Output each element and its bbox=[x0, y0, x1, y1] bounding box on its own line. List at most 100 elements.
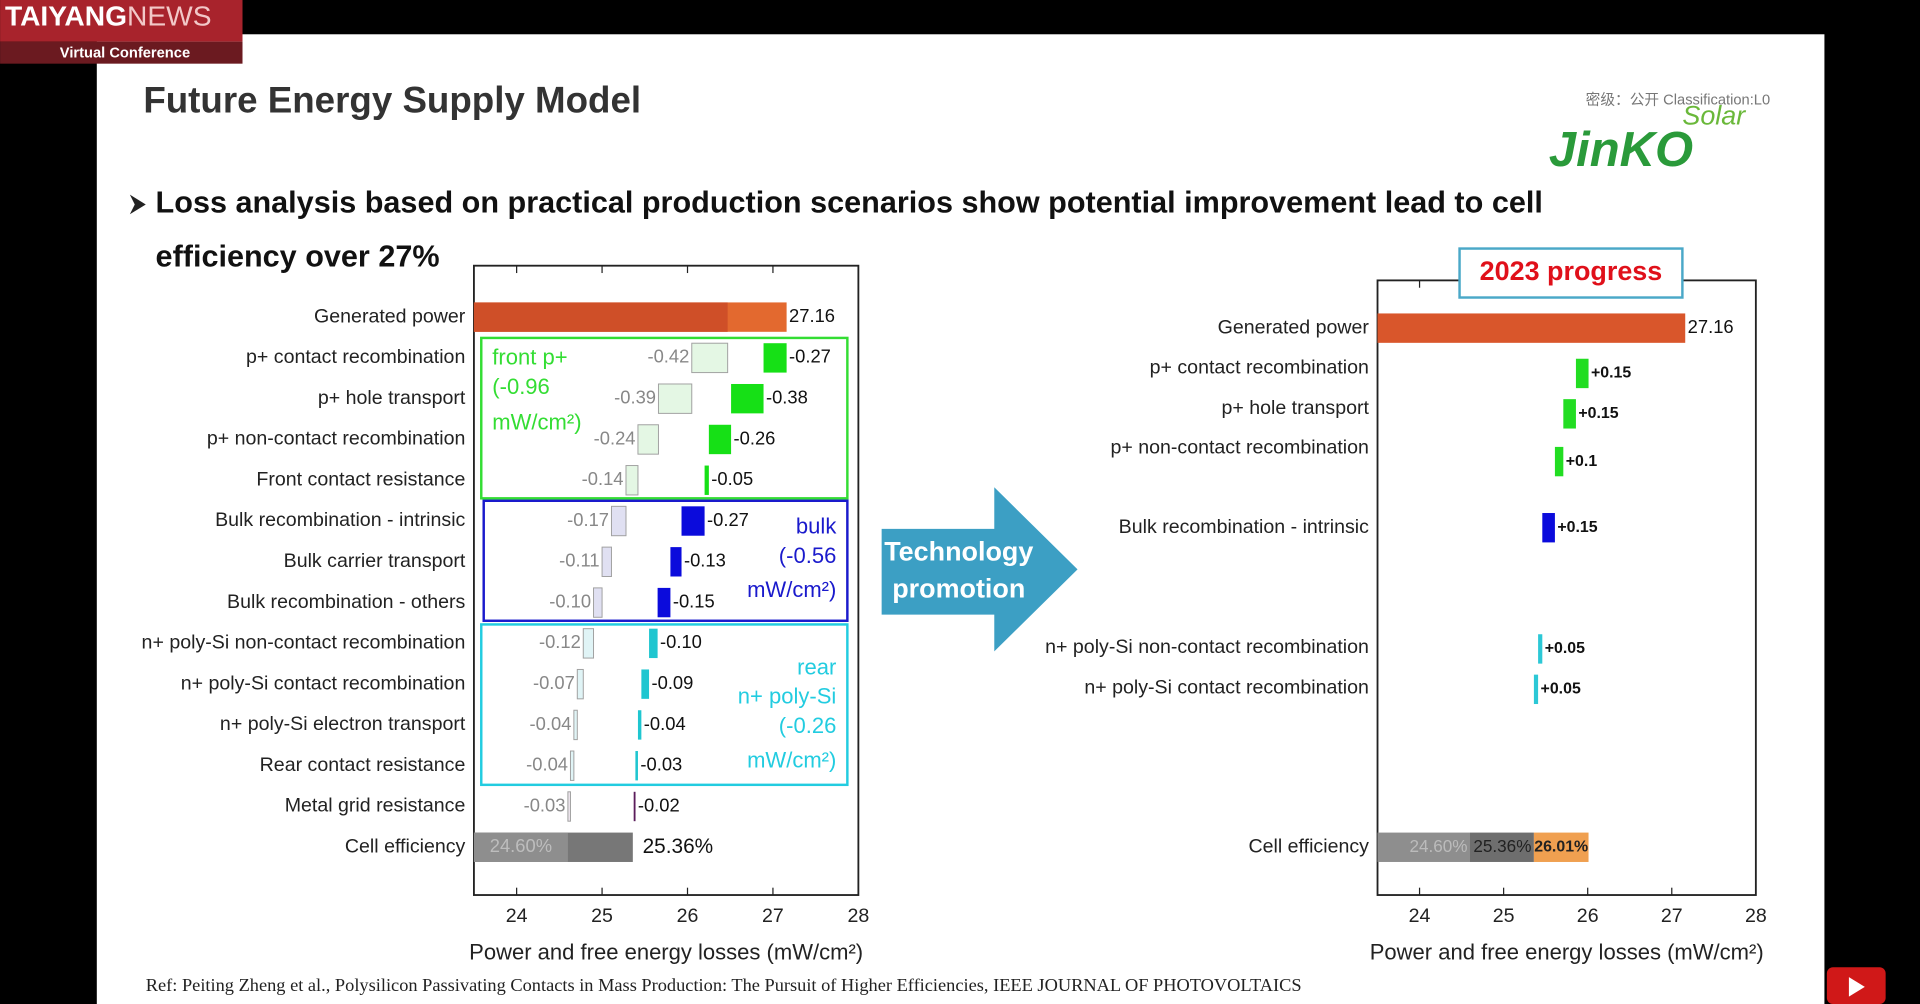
value-label: -0.42 bbox=[647, 346, 689, 367]
value-label: -0.07 bbox=[533, 672, 575, 693]
x-tick-label: 24 bbox=[1409, 905, 1431, 927]
bar bbox=[567, 791, 571, 822]
x-tick-label: 24 bbox=[506, 905, 528, 927]
category-label: n+ poly-Si non-contact recombination bbox=[1045, 636, 1369, 658]
category-label: n+ poly-Si contact recombination bbox=[181, 672, 466, 694]
category-label: Cell efficiency bbox=[1249, 835, 1370, 857]
bar bbox=[731, 383, 764, 414]
value-label: -0.26 bbox=[734, 427, 776, 448]
category-label: Generated power bbox=[314, 305, 466, 327]
category-label: n+ poly-Si contact recombination bbox=[1084, 676, 1369, 698]
bar bbox=[691, 342, 729, 374]
bar bbox=[704, 465, 709, 495]
group-label: mW/cm²) bbox=[747, 747, 836, 772]
category-label: Metal grid resistance bbox=[285, 795, 466, 817]
category-label: p+ contact recombination bbox=[1150, 357, 1369, 379]
classification: 密级：公开 Classification:L0 bbox=[1586, 91, 1770, 108]
bar bbox=[657, 383, 693, 414]
group-box bbox=[480, 336, 849, 500]
value-label: -0.03 bbox=[640, 754, 682, 775]
value-label: 27.16 bbox=[789, 305, 835, 326]
value-label: -0.09 bbox=[652, 672, 694, 693]
x-tick-label: 25 bbox=[591, 905, 613, 927]
x-tick-label: 25 bbox=[1493, 905, 1515, 927]
value-label: -0.14 bbox=[582, 468, 624, 489]
plot-frame bbox=[472, 264, 860, 896]
bar bbox=[635, 751, 638, 781]
logo: JinKO bbox=[1549, 123, 1693, 177]
bar bbox=[637, 424, 659, 455]
bar bbox=[1575, 358, 1589, 389]
value-label: 25.36% bbox=[1473, 836, 1531, 856]
bar bbox=[637, 710, 642, 740]
bar bbox=[657, 587, 671, 618]
arrow-label: promotion bbox=[892, 573, 1025, 603]
bar bbox=[1377, 832, 1470, 862]
value-label: -0.04 bbox=[530, 713, 572, 734]
group-label: front p+ bbox=[492, 345, 567, 370]
value-label: -0.24 bbox=[594, 427, 636, 448]
brand-band bbox=[0, 41, 243, 64]
value-label: -0.13 bbox=[684, 550, 726, 571]
value-label: -0.04 bbox=[526, 754, 568, 775]
group-label: (-0.96 bbox=[492, 374, 550, 399]
value-label: -0.02 bbox=[638, 794, 680, 815]
arrow bbox=[881, 487, 1078, 652]
value-label: 25.36% bbox=[643, 835, 714, 858]
slide-title: Future Energy Supply Model bbox=[143, 80, 641, 121]
category-label: p+ hole transport bbox=[318, 387, 466, 409]
category-label: p+ contact recombination bbox=[246, 346, 465, 368]
bar bbox=[633, 791, 636, 822]
category-label: p+ non-contact recombination bbox=[1110, 436, 1368, 458]
value-label: -0.10 bbox=[549, 590, 591, 611]
value-label: -0.04 bbox=[644, 713, 686, 734]
group-label: n+ poly-Si bbox=[738, 684, 837, 709]
group-label: (-0.26 bbox=[779, 713, 837, 738]
category-label: Bulk recombination - others bbox=[227, 591, 466, 613]
x-tick-label: 26 bbox=[1577, 905, 1599, 927]
bullet-marker bbox=[129, 194, 146, 215]
bar bbox=[1377, 313, 1686, 343]
value-label: +0.15 bbox=[1578, 405, 1618, 422]
group-label: mW/cm²) bbox=[492, 409, 581, 434]
event: Virtual Conference bbox=[60, 46, 190, 62]
value-label: +0.15 bbox=[1557, 519, 1597, 536]
value-label: -0.05 bbox=[711, 468, 753, 489]
value-label: +0.05 bbox=[1545, 640, 1585, 657]
brand: TAIYANGNEWS bbox=[5, 1, 211, 32]
bar bbox=[610, 505, 627, 537]
group-label: bulk bbox=[796, 514, 837, 539]
value-label: +0.15 bbox=[1591, 365, 1631, 382]
bar bbox=[1538, 634, 1543, 664]
x-tick-label: 27 bbox=[762, 905, 784, 927]
value-label: -0.11 bbox=[559, 550, 599, 571]
bar bbox=[625, 465, 639, 496]
value-label: -0.39 bbox=[614, 387, 656, 408]
category-label: n+ poly-Si electron transport bbox=[220, 713, 466, 735]
bar bbox=[569, 750, 575, 781]
bar bbox=[1533, 674, 1539, 705]
value-label: +0.1 bbox=[1566, 453, 1598, 470]
value-label: -0.27 bbox=[789, 346, 831, 367]
value-label: -0.03 bbox=[524, 794, 566, 815]
bar bbox=[582, 628, 595, 659]
bar bbox=[573, 709, 578, 741]
category-label: Generated power bbox=[1218, 316, 1370, 338]
value-label: -0.12 bbox=[539, 631, 581, 652]
category-label: Bulk recombination - intrinsic bbox=[215, 509, 465, 531]
group-label: rear bbox=[797, 654, 836, 679]
value-label: 26.01% bbox=[1534, 838, 1588, 855]
bar bbox=[1563, 399, 1576, 429]
value-label: -0.17 bbox=[567, 509, 609, 530]
bar bbox=[1554, 446, 1564, 477]
x-tick-label: 28 bbox=[847, 905, 869, 927]
annotation-box bbox=[1458, 247, 1684, 299]
bar bbox=[576, 668, 584, 700]
brand-box bbox=[0, 0, 243, 42]
value-label: 24.60% bbox=[490, 835, 552, 856]
logo-sub: Solar bbox=[1682, 101, 1746, 131]
x-axis-label: Power and free energy losses (mW/cm²) bbox=[1370, 940, 1764, 965]
group-label: mW/cm²) bbox=[747, 577, 836, 602]
